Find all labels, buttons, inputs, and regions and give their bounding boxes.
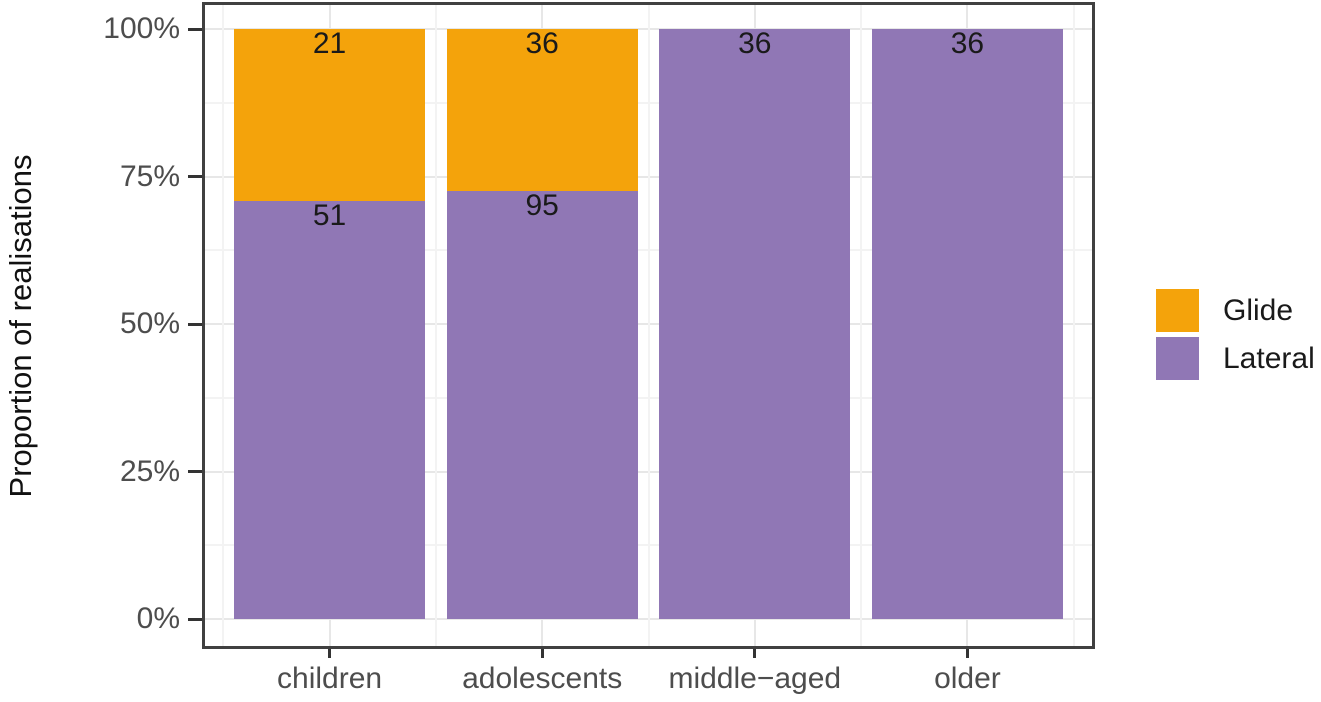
legend: Glide Lateral — [1156, 289, 1315, 380]
bar-value-label: 36 — [525, 27, 559, 60]
gridline-vertical — [860, 2, 863, 649]
legend-item: Glide — [1156, 289, 1315, 332]
bar-value-label: 95 — [525, 189, 559, 223]
y-axis-tick — [188, 322, 202, 326]
bar-segment — [446, 191, 638, 619]
x-axis-tick — [753, 649, 757, 658]
y-axis-tick — [188, 617, 202, 621]
bar-value-label: 21 — [312, 27, 347, 60]
x-axis-tick-label: older — [934, 662, 1001, 695]
y-axis-tick — [188, 27, 202, 31]
gridline-vertical — [1072, 2, 1075, 649]
x-axis-tick-label: adolescents — [462, 662, 623, 695]
legend-key-swatch — [1156, 337, 1199, 380]
y-axis-tick-label: 100% — [103, 12, 180, 45]
bar-segment — [871, 29, 1064, 619]
bar-value-label: 51 — [312, 199, 347, 233]
bar-segment — [659, 29, 851, 619]
x-axis-tick — [965, 649, 969, 658]
y-axis-title: Proportion of realisations — [3, 154, 38, 498]
legend-label: Glide — [1223, 293, 1294, 327]
legend-item: Lateral — [1156, 337, 1315, 380]
y-axis-tick-label: 50% — [119, 307, 180, 340]
x-axis-tick-label: children — [277, 662, 383, 695]
gridline-vertical — [222, 2, 225, 649]
y-axis-tick-label: 25% — [119, 454, 180, 488]
bar-segment — [446, 29, 638, 192]
legend-key-swatch — [1156, 289, 1199, 332]
bar-value-label: 36 — [738, 27, 772, 60]
bar-segment — [233, 29, 426, 202]
y-axis-tick — [188, 175, 202, 178]
y-axis-tick — [188, 470, 202, 473]
legend-label: Lateral — [1223, 341, 1315, 375]
x-axis-tick — [328, 649, 332, 658]
y-axis-tick-label: 0% — [136, 602, 180, 635]
gridline-vertical — [434, 2, 437, 649]
plot-panel: 51 21 95 36 36 36 — [202, 2, 1095, 649]
x-axis-tick-label: middle−aged — [668, 662, 842, 695]
bar-value-label: 36 — [950, 27, 985, 60]
gridline-vertical — [647, 2, 650, 649]
y-axis-tick-label: 75% — [119, 159, 180, 193]
x-axis-tick — [540, 649, 544, 658]
bar-segment — [233, 201, 426, 619]
